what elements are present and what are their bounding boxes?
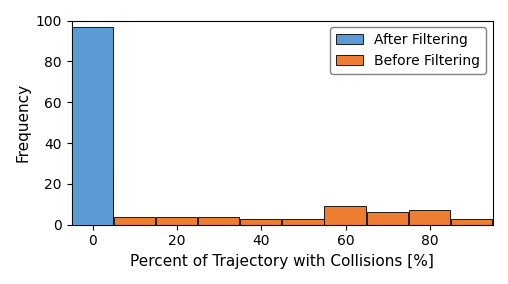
Bar [156,217,197,225]
Bar [114,217,155,225]
Bar [72,174,113,225]
Bar [198,217,239,225]
Bar [72,27,113,225]
Y-axis label: Frequency: Frequency [15,83,30,162]
Bar [409,210,450,225]
Bar [240,219,281,225]
Bar [451,219,492,225]
Bar [325,206,366,225]
Legend: After Filtering, Before Filtering: After Filtering, Before Filtering [330,28,486,74]
Bar [367,212,408,225]
X-axis label: Percent of Trajectory with Collisions [%]: Percent of Trajectory with Collisions [%… [131,254,434,269]
Bar [282,219,324,225]
